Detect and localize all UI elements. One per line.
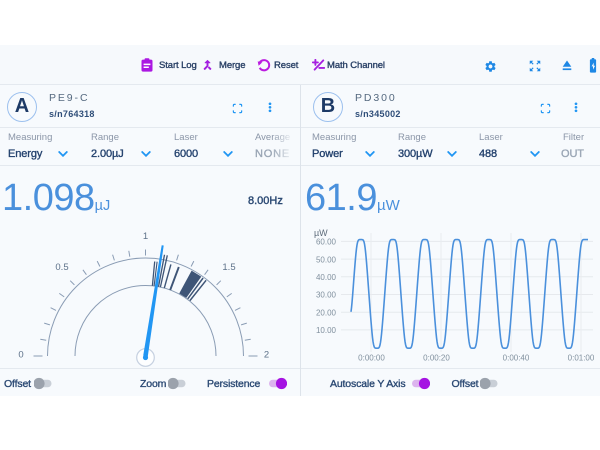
svg-text:60.00: 60.00 <box>316 238 337 247</box>
svg-text:0:00:40: 0:00:40 <box>503 354 530 363</box>
svg-text:0:00:20: 0:00:20 <box>423 354 450 363</box>
svg-text:20.00: 20.00 <box>316 308 337 317</box>
svg-text:1.5: 1.5 <box>222 262 235 273</box>
svg-text:30.00: 30.00 <box>316 291 337 300</box>
svg-text:50.00: 50.00 <box>316 255 337 264</box>
svg-text:0:00:00: 0:00:00 <box>358 354 385 363</box>
svg-text:40.00: 40.00 <box>316 273 337 282</box>
svg-text:2: 2 <box>264 350 269 361</box>
svg-text:0: 0 <box>18 350 23 361</box>
svg-text:0:01:00: 0:01:00 <box>568 354 595 363</box>
svg-text:10.00: 10.00 <box>316 326 337 335</box>
svg-text:µW: µW <box>314 228 328 238</box>
svg-text:1: 1 <box>143 231 148 242</box>
svg-text:0.5: 0.5 <box>55 262 68 273</box>
